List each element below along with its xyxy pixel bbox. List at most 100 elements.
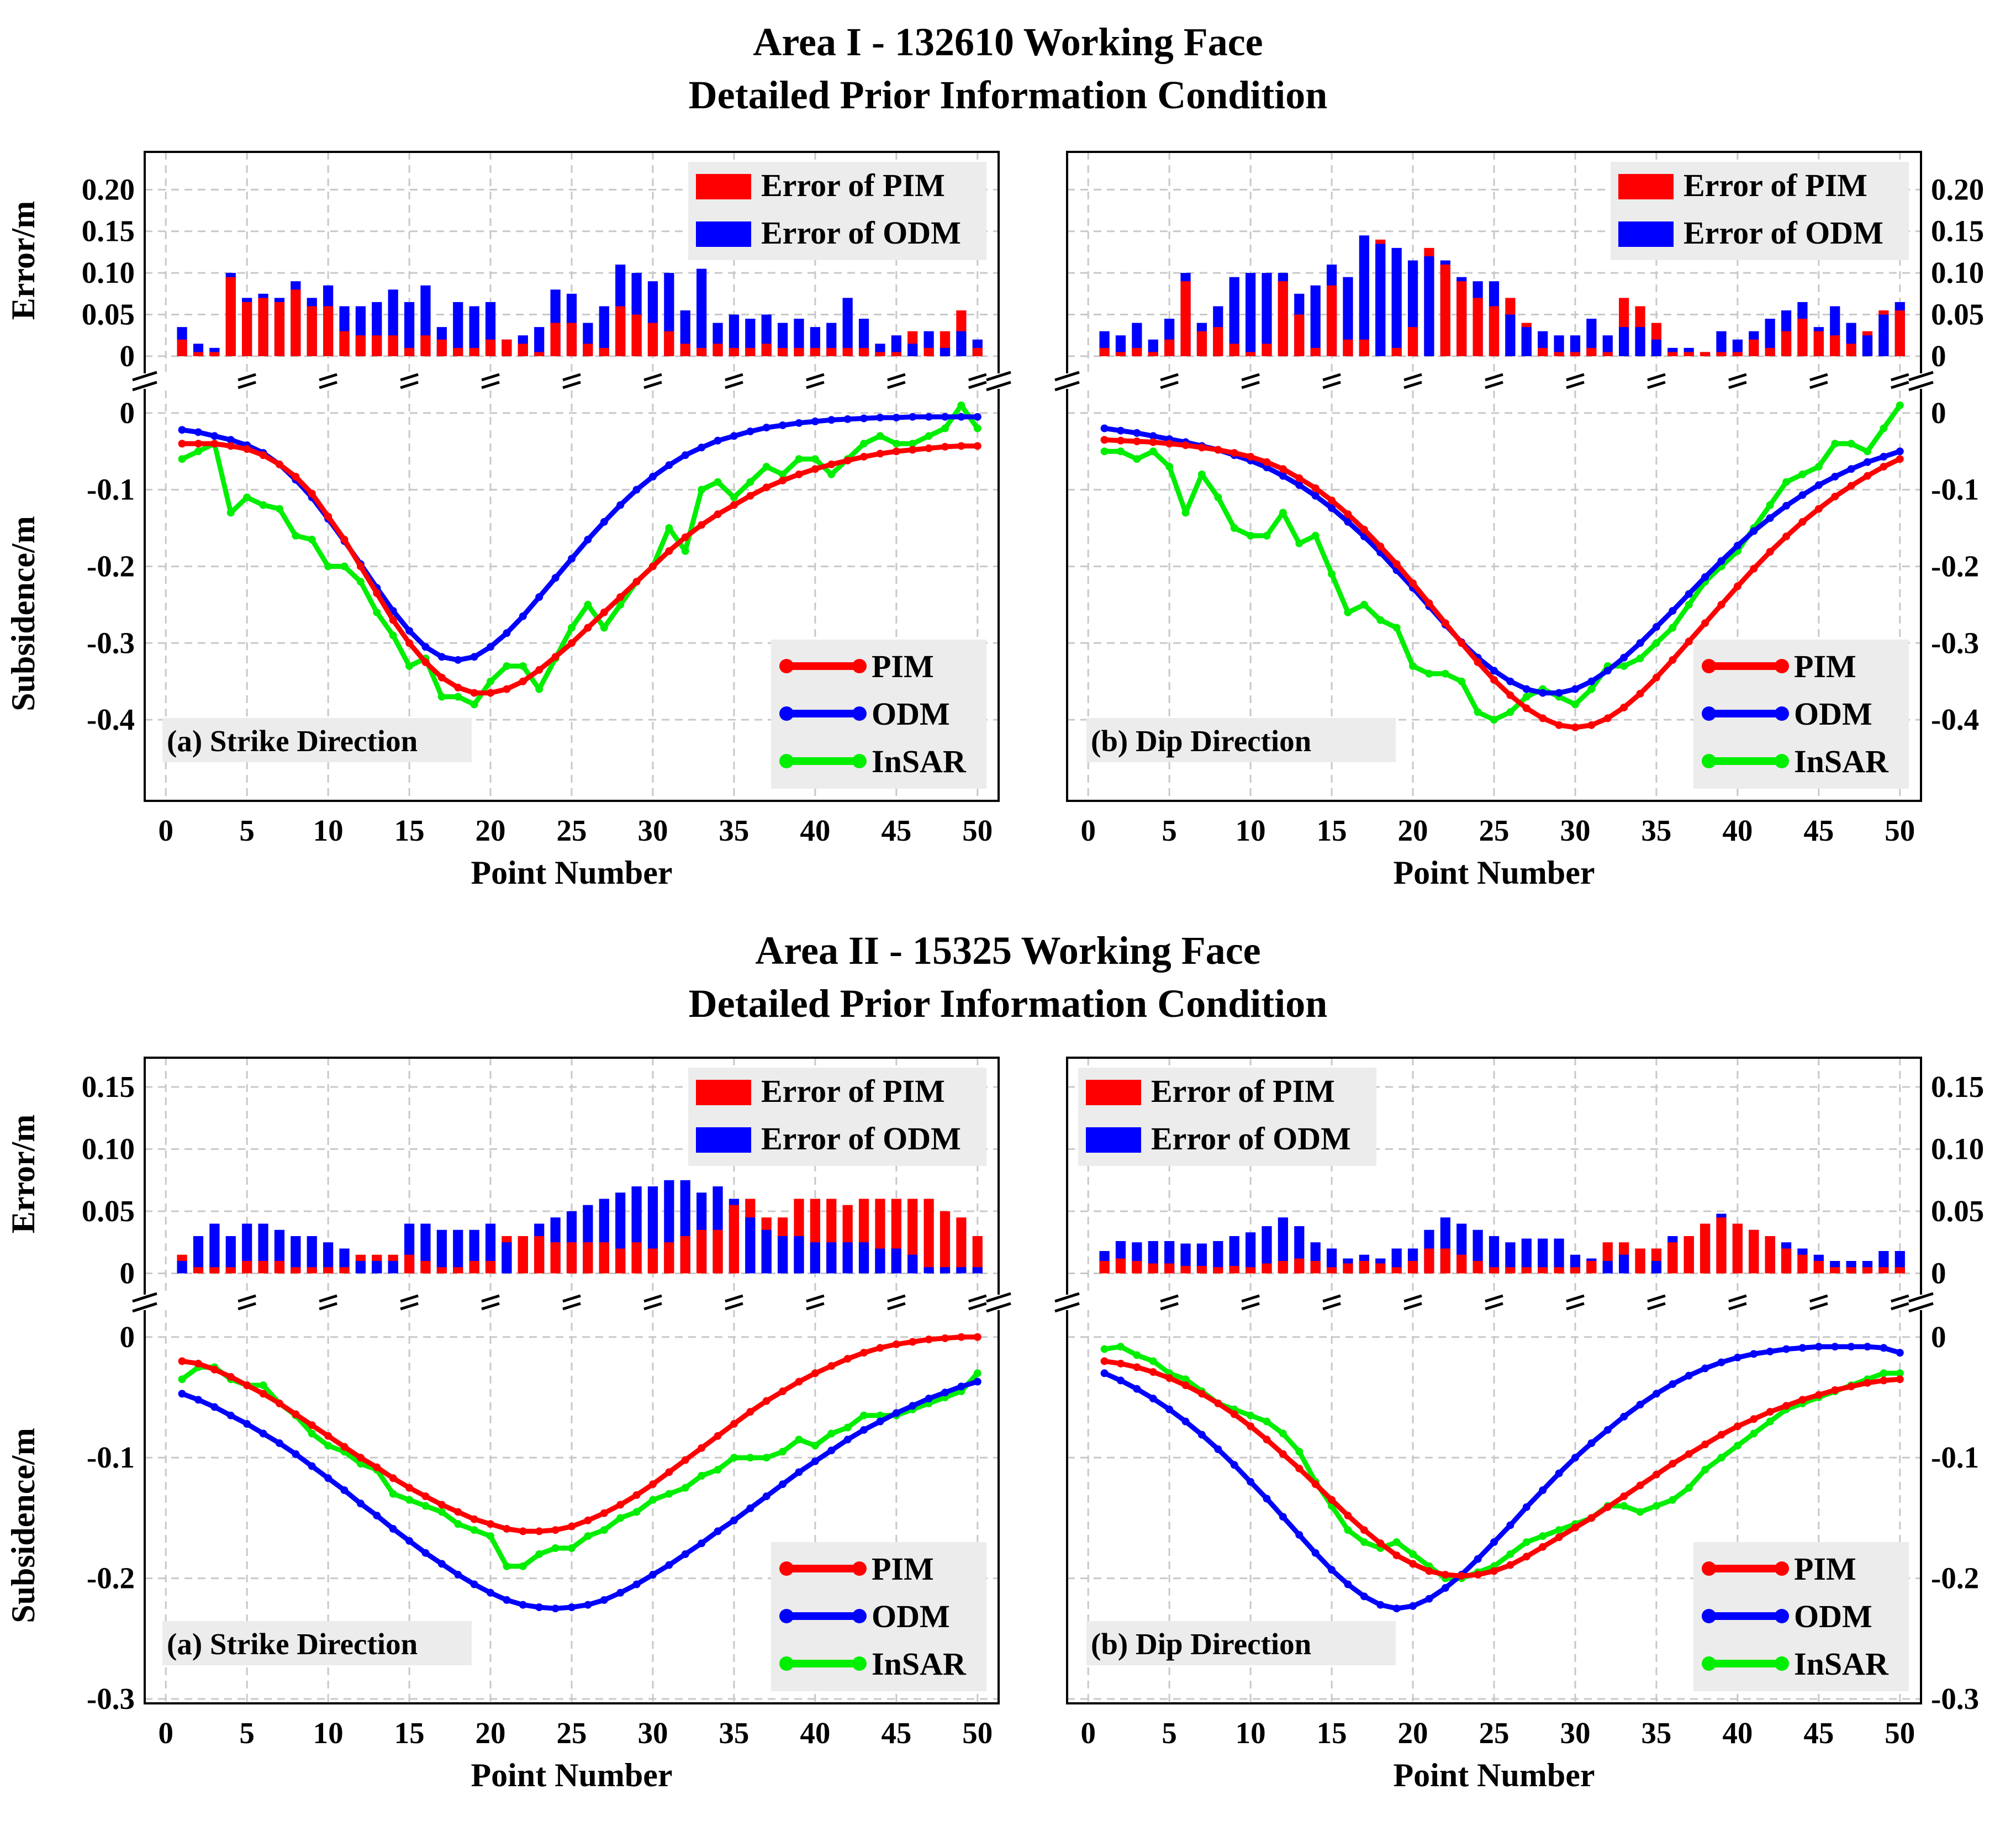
error-pim-bar <box>1310 1261 1321 1274</box>
error-pim-bar <box>1570 1267 1581 1274</box>
insar-subsidence-point <box>1100 1345 1109 1353</box>
insar-subsidence-point <box>1165 462 1174 471</box>
error-pim-bar <box>485 339 496 356</box>
odm-subsidence-point <box>1701 1364 1709 1373</box>
error-odm-bar <box>1115 335 1126 356</box>
pim-subsidence-point <box>405 1484 414 1492</box>
error-y-axis-label: Error/m <box>5 1115 41 1233</box>
odm-subsidence-point <box>1701 573 1709 581</box>
pim-subsidence-point <box>259 451 267 460</box>
axis-break-mark <box>1485 373 1503 382</box>
odm-subsidence-point <box>405 627 414 635</box>
odm-subsidence-point <box>811 1457 819 1465</box>
odm-subsidence-point <box>762 1492 770 1501</box>
pim-subsidence-point <box>843 1355 852 1363</box>
odm-subsidence-point <box>909 1402 917 1410</box>
pim-subsidence-point <box>356 562 365 571</box>
odm-subsidence-point <box>746 1504 754 1512</box>
insar-subsidence-point <box>1263 531 1271 540</box>
axis-break-mark <box>1891 381 1909 389</box>
insar-subsidence-point <box>584 1532 592 1540</box>
odm-subsidence-point <box>1100 424 1109 432</box>
axis-break-mark <box>968 1294 987 1303</box>
pim-subsidence-point <box>568 1522 576 1530</box>
chart-panels: 0 0.05 0.10 0.15 0.20 0 -0.1 -0.2 -0.3 -0.4 0 5 10 15… <box>5 151 1984 1793</box>
pim-subsidence-point <box>1733 582 1741 590</box>
pim-subsidence-point <box>1522 704 1531 712</box>
insar-subsidence-point <box>487 677 495 685</box>
error-odm-bar <box>1651 1261 1662 1274</box>
error-y-tick-label: 0.20 <box>1931 172 1984 206</box>
insar-subsidence-point <box>551 1544 560 1552</box>
pim-subsidence-point <box>1344 1512 1352 1520</box>
error-odm-bar <box>307 1236 317 1274</box>
error-pim-bar <box>1343 339 1353 356</box>
subsidence-y-tick-label: -0.4 <box>1931 703 1979 736</box>
pim-subsidence-point <box>340 535 349 543</box>
axis-break-mark <box>806 1302 825 1311</box>
error-pim-bar <box>1683 352 1694 356</box>
error-pim-bar <box>225 1267 236 1274</box>
axis-break-mark <box>643 1294 662 1303</box>
axis-break-mark <box>1809 381 1828 389</box>
error-pim-bar <box>647 323 658 356</box>
pim-subsidence-point <box>1831 493 1839 501</box>
odm-subsidence-point <box>308 1462 316 1470</box>
pim-subsidence-point <box>811 1369 819 1377</box>
legend-pim-marker <box>779 1561 794 1576</box>
legend-error-odm-swatch <box>1618 221 1674 247</box>
odm-subsidence-point <box>941 1389 949 1397</box>
axis-break-mark <box>1908 371 1934 382</box>
error-odm-bar <box>1262 273 1272 356</box>
axis-break-mark <box>238 1294 256 1303</box>
insar-subsidence-point <box>957 401 965 409</box>
axis-break-mark <box>968 373 987 382</box>
insar-subsidence-point <box>1458 677 1466 685</box>
odm-subsidence-point <box>194 428 202 436</box>
error-odm-bar <box>193 1236 204 1274</box>
odm-subsidence-point <box>373 1512 381 1520</box>
pim-subsidence-point <box>1896 455 1904 463</box>
odm-subsidence-point <box>1717 557 1725 565</box>
pim-subsidence-point <box>178 440 186 448</box>
odm-subsidence-point <box>1847 465 1855 473</box>
error-pim-bar <box>1132 347 1142 356</box>
odm-subsidence-point <box>584 1601 592 1609</box>
error-pim-bar <box>1700 1223 1711 1274</box>
insar-subsidence-point <box>762 462 770 471</box>
x-tick-label: 30 <box>1560 1716 1590 1750</box>
axis-break-mark <box>968 381 987 389</box>
odm-subsidence-point <box>1782 502 1791 510</box>
axis-break-mark <box>132 371 157 382</box>
error-odm-bar <box>225 1236 236 1274</box>
error-pim-bar <box>1246 352 1256 356</box>
legend-pim-marker <box>1775 1561 1789 1576</box>
insar-subsidence-point <box>243 493 251 502</box>
odm-subsidence-point <box>892 1409 900 1417</box>
pim-subsidence-point <box>876 450 884 458</box>
pim-subsidence-point <box>584 1516 592 1524</box>
legend-odm-marker <box>852 1609 867 1623</box>
pim-subsidence-point <box>909 446 917 454</box>
error-odm-bar <box>1602 335 1613 356</box>
error-pim-bar <box>1505 1267 1516 1274</box>
pim-subsidence-point <box>389 616 397 624</box>
legend-pim-marker <box>779 659 794 673</box>
odm-subsidence-point <box>1896 447 1904 456</box>
pim-subsidence-point <box>1311 1480 1320 1489</box>
insar-subsidence-point <box>1441 669 1449 678</box>
axis-break-mark <box>132 1292 157 1303</box>
odm-subsidence-point <box>1669 606 1677 615</box>
pim-subsidence-point <box>1701 619 1709 627</box>
pim-subsidence-point <box>340 1443 349 1451</box>
pim-subsidence-point <box>1669 656 1677 664</box>
error-pim-bar <box>1667 1242 1678 1274</box>
pim-subsidence-point <box>1522 1553 1531 1561</box>
axes-frame <box>144 151 1000 802</box>
pim-subsidence-point <box>1490 1567 1498 1575</box>
error-y-tick-label: 0.15 <box>1931 1070 1984 1104</box>
insar-subsidence-point <box>1344 1526 1352 1534</box>
error-odm-bar <box>1359 235 1369 356</box>
error-odm-bar <box>940 1267 951 1274</box>
legend-error-pim-label: Error of PIM <box>761 1073 945 1109</box>
